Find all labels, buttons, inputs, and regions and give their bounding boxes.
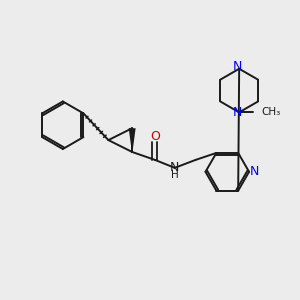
Text: CH₃: CH₃ <box>261 107 280 117</box>
Text: N: N <box>232 106 242 119</box>
Text: N: N <box>232 60 242 73</box>
Text: N: N <box>249 165 259 178</box>
Text: N: N <box>170 161 179 174</box>
Text: O: O <box>150 130 160 142</box>
Text: H: H <box>171 170 178 180</box>
Polygon shape <box>129 128 136 152</box>
